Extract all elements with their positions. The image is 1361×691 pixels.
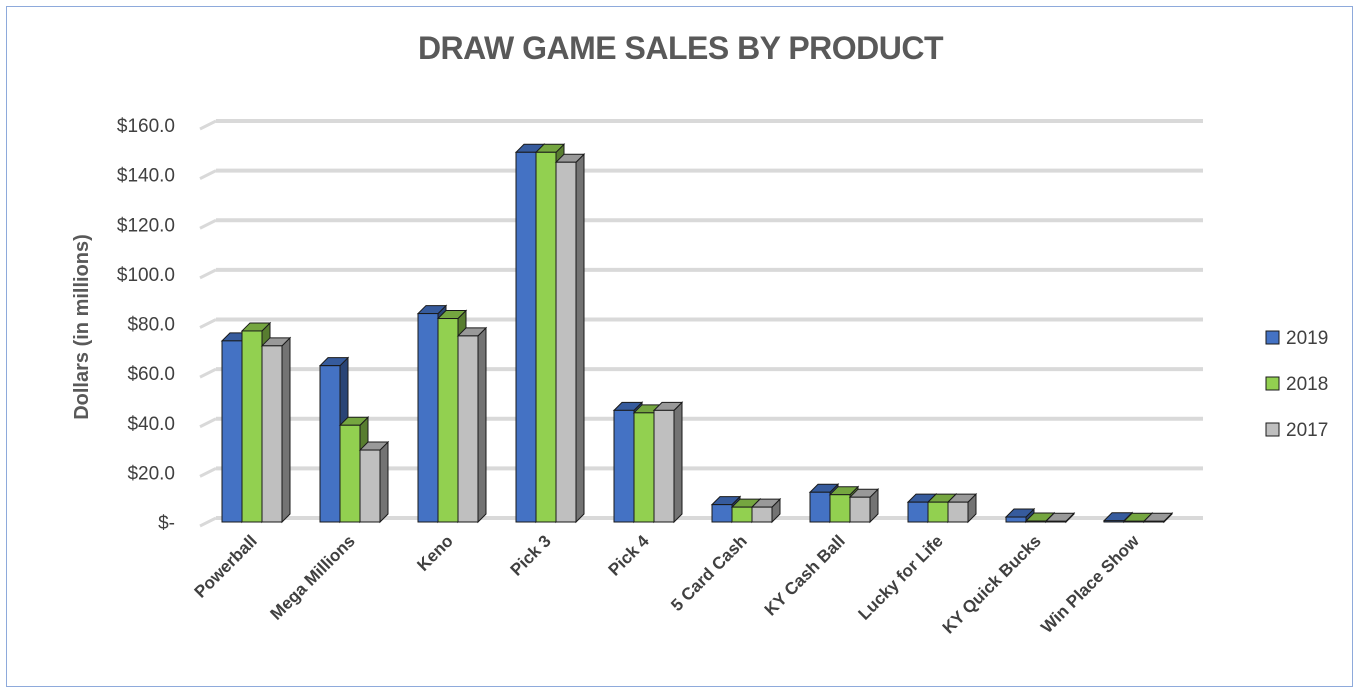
legend-label: 2017 — [1286, 420, 1328, 441]
gridline-side — [199, 169, 217, 180]
gridlines — [199, 119, 1203, 528]
y-tick-label: $80.0 — [127, 315, 175, 336]
chart-title: DRAW GAME SALES BY PRODUCT — [417, 30, 944, 66]
x-category-label: Lucky for Life — [855, 531, 947, 623]
x-category-label: Pick 3 — [507, 531, 555, 579]
bar-front — [1045, 520, 1067, 523]
legend-swatch — [1265, 376, 1280, 391]
bar-front — [1123, 520, 1145, 523]
gridline-side — [199, 119, 217, 131]
bar-front — [261, 345, 283, 523]
y-tick-label: $120.0 — [117, 215, 175, 236]
y-tick-label: $40.0 — [127, 414, 175, 435]
bar-front — [555, 161, 577, 523]
bar — [750, 497, 782, 524]
bar-front — [1025, 520, 1047, 523]
bar-front — [751, 506, 773, 523]
x-category-label: KY Cash Ball — [761, 531, 849, 619]
gridline-side — [199, 218, 217, 230]
bar-front — [1143, 520, 1165, 523]
x-category-label: Pick 4 — [605, 531, 654, 580]
bar-front — [829, 494, 851, 523]
y-axis-title: Dollars (in millions) — [71, 234, 93, 420]
bar — [848, 487, 880, 524]
bar — [1044, 512, 1076, 524]
bar-front — [731, 506, 753, 523]
bar-front — [711, 504, 733, 523]
x-category-label: KY Quick Bucks — [939, 531, 1045, 637]
x-category-label: Win Place Show — [1037, 531, 1143, 637]
bar-side — [281, 336, 291, 524]
bar-front — [417, 313, 439, 523]
legend-label: 2019 — [1286, 328, 1328, 349]
bar-front — [319, 365, 341, 523]
gridline-side — [199, 318, 217, 329]
legend-label: 2018 — [1286, 374, 1328, 395]
bar-front — [947, 501, 969, 523]
bar-front — [339, 424, 361, 523]
x-category-label: Keno — [413, 531, 456, 574]
x-category-label: 5 Card Cash — [667, 531, 751, 615]
bar-front — [457, 335, 479, 523]
bar-front — [809, 491, 831, 523]
bar — [946, 492, 978, 524]
bar-front — [633, 412, 655, 523]
gridline-side — [199, 516, 217, 528]
bar — [554, 153, 586, 524]
bar-front — [241, 330, 263, 523]
bar-front — [1103, 520, 1125, 523]
bar-front — [849, 496, 871, 523]
bar-front — [613, 409, 635, 523]
gridline-side — [199, 417, 217, 429]
x-category-label: Powerball — [191, 531, 261, 601]
bar-front — [927, 501, 949, 523]
bars — [220, 143, 1174, 524]
bar-front — [437, 318, 459, 523]
y-axis-ticks: $- $20.0 $40.0 $60.0 $80.0 $100.0 $120.0 $140.0… — [117, 116, 175, 534]
bar-front — [907, 501, 929, 523]
bar — [1142, 512, 1174, 524]
legend: 2019 2018 2017 — [1265, 328, 1328, 441]
y-tick-label: $20.0 — [127, 463, 175, 484]
bar-side — [673, 401, 683, 524]
gridline-side — [199, 367, 217, 379]
bar-side — [477, 326, 487, 524]
legend-swatch — [1265, 330, 1280, 345]
x-axis-categories: Powerball Mega Millions Keno Pick 3 Pick 4 5 … — [191, 531, 1144, 638]
bar-front — [1005, 516, 1027, 523]
bar-side — [575, 153, 585, 524]
y-tick-label: $60.0 — [127, 364, 175, 385]
bar — [358, 440, 390, 524]
bar-side — [379, 440, 389, 524]
bar-front — [653, 409, 675, 523]
bar-front — [535, 151, 557, 523]
gridline-side — [199, 268, 217, 280]
y-tick-label: $- — [158, 513, 175, 534]
bar-front — [515, 151, 537, 523]
y-tick-label: $160.0 — [117, 116, 175, 137]
y-tick-label: $100.0 — [117, 265, 175, 286]
gridline-side — [199, 467, 217, 478]
y-tick-label: $140.0 — [117, 166, 175, 187]
legend-swatch — [1265, 422, 1280, 437]
bar — [456, 326, 488, 524]
bar — [652, 401, 684, 524]
bar-front — [221, 340, 243, 523]
x-category-label: Mega Millions — [267, 531, 359, 623]
bar-front — [359, 449, 381, 523]
bar — [260, 336, 292, 524]
